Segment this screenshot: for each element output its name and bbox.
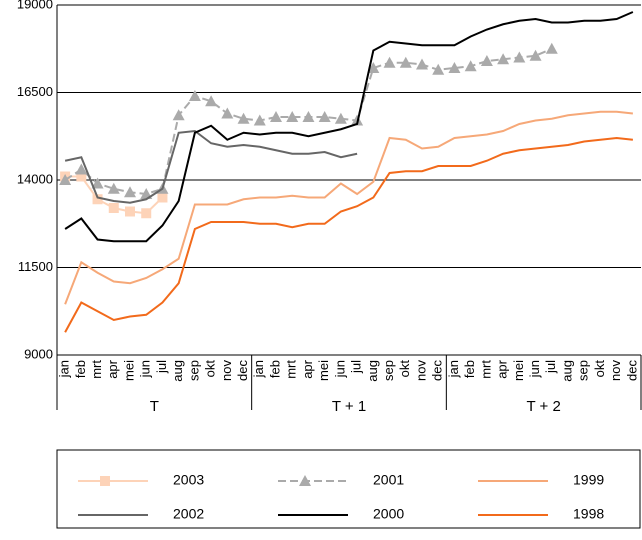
data-point (432, 63, 445, 75)
data-point (513, 51, 526, 63)
data-point (172, 109, 185, 121)
data-point (464, 60, 477, 72)
series-line (64, 129, 358, 204)
data-point (545, 42, 558, 54)
data-point (497, 53, 510, 65)
x-tick-label: mrt (478, 360, 493, 379)
data-point (205, 95, 218, 107)
y-tick-label: 19000 (17, 0, 53, 11)
x-tick-label: feb (73, 360, 88, 378)
x-tick-label: nov (608, 360, 623, 381)
group-label: T (150, 398, 159, 415)
legend-label: 1999 (573, 472, 604, 488)
data-point (529, 49, 542, 61)
data-point (124, 186, 136, 198)
x-tick-label: sep (186, 360, 201, 381)
series-line (64, 11, 634, 243)
x-tick-label: dec (430, 360, 445, 381)
legend-label: 2000 (373, 506, 404, 522)
x-tick-label: jul (349, 360, 364, 374)
x-tick-label: okt (397, 360, 412, 378)
x-tick-label: sep (381, 360, 396, 381)
x-tick-label: sep (576, 360, 591, 381)
legend-box (56, 449, 641, 529)
x-tick-label: aug (170, 360, 185, 382)
data-point (448, 62, 461, 73)
x-tick-label: jan (446, 360, 461, 378)
data-point (367, 62, 380, 73)
data-point (91, 177, 104, 189)
legend-label: 2001 (373, 472, 404, 488)
data-point (125, 206, 135, 217)
y-tick-label: 16500 (17, 84, 53, 99)
data-point (221, 107, 234, 119)
x-tick-label: okt (203, 360, 218, 378)
data-point (76, 171, 87, 182)
data-point (286, 111, 299, 122)
data-point (318, 111, 331, 122)
y-tick-label: 11500 (18, 259, 53, 274)
x-tick-label: jul (154, 360, 169, 374)
x-tick-label: mei (316, 360, 331, 381)
data-point (399, 56, 412, 68)
data-point (334, 112, 347, 124)
legend-label: 1998 (573, 506, 604, 522)
x-tick-label: jun (527, 360, 542, 378)
series-line (64, 136, 633, 333)
x-tick-label: nov (219, 360, 234, 381)
x-tick-label: mrt (284, 360, 299, 379)
data-point (59, 174, 72, 185)
x-tick-label: feb (462, 360, 477, 378)
data-point (107, 182, 120, 194)
data-point (75, 163, 88, 175)
x-tick-label: jun (332, 360, 347, 378)
data-point (237, 112, 250, 124)
x-tick-label: jun (138, 360, 153, 378)
data-point (141, 208, 152, 219)
y-tick-label: 14000 (17, 171, 53, 186)
x-tick-label: okt (592, 360, 607, 378)
group-label: T + 2 (526, 398, 560, 415)
x-tick-label: mei (511, 360, 526, 381)
x-tick-label: apr (495, 359, 510, 378)
legend-label: 2003 (173, 472, 204, 488)
data-point (302, 111, 315, 122)
x-tick-label: dec (624, 360, 639, 381)
x-tick-label: feb (267, 360, 282, 378)
x-tick-label: apr (105, 359, 120, 378)
x-tick-label: apr (300, 359, 315, 378)
data-point (270, 111, 282, 122)
x-tick-label: jan (57, 360, 72, 378)
x-tick-label: aug (365, 360, 380, 382)
data-point (157, 192, 168, 203)
data-point (188, 90, 201, 101)
group-label: T + 1 (332, 398, 366, 415)
data-point (253, 114, 266, 126)
x-tick-label: mei (121, 360, 136, 381)
data-point (416, 58, 428, 70)
x-tick-label: jul (543, 360, 558, 374)
legend-label: 2002 (173, 506, 204, 522)
x-tick-label: aug (559, 360, 574, 382)
y-tick-label: 9000 (24, 346, 53, 361)
x-tick-label: dec (235, 360, 250, 381)
data-point (480, 55, 493, 66)
data-point (92, 194, 103, 205)
data-point (108, 203, 119, 213)
legend-marker (299, 475, 311, 486)
legend-marker (100, 476, 110, 486)
data-point (383, 56, 396, 68)
x-tick-label: jan (251, 360, 266, 378)
series-line (64, 110, 633, 305)
x-tick-label: nov (413, 360, 428, 381)
x-tick-label: mrt (89, 360, 104, 379)
